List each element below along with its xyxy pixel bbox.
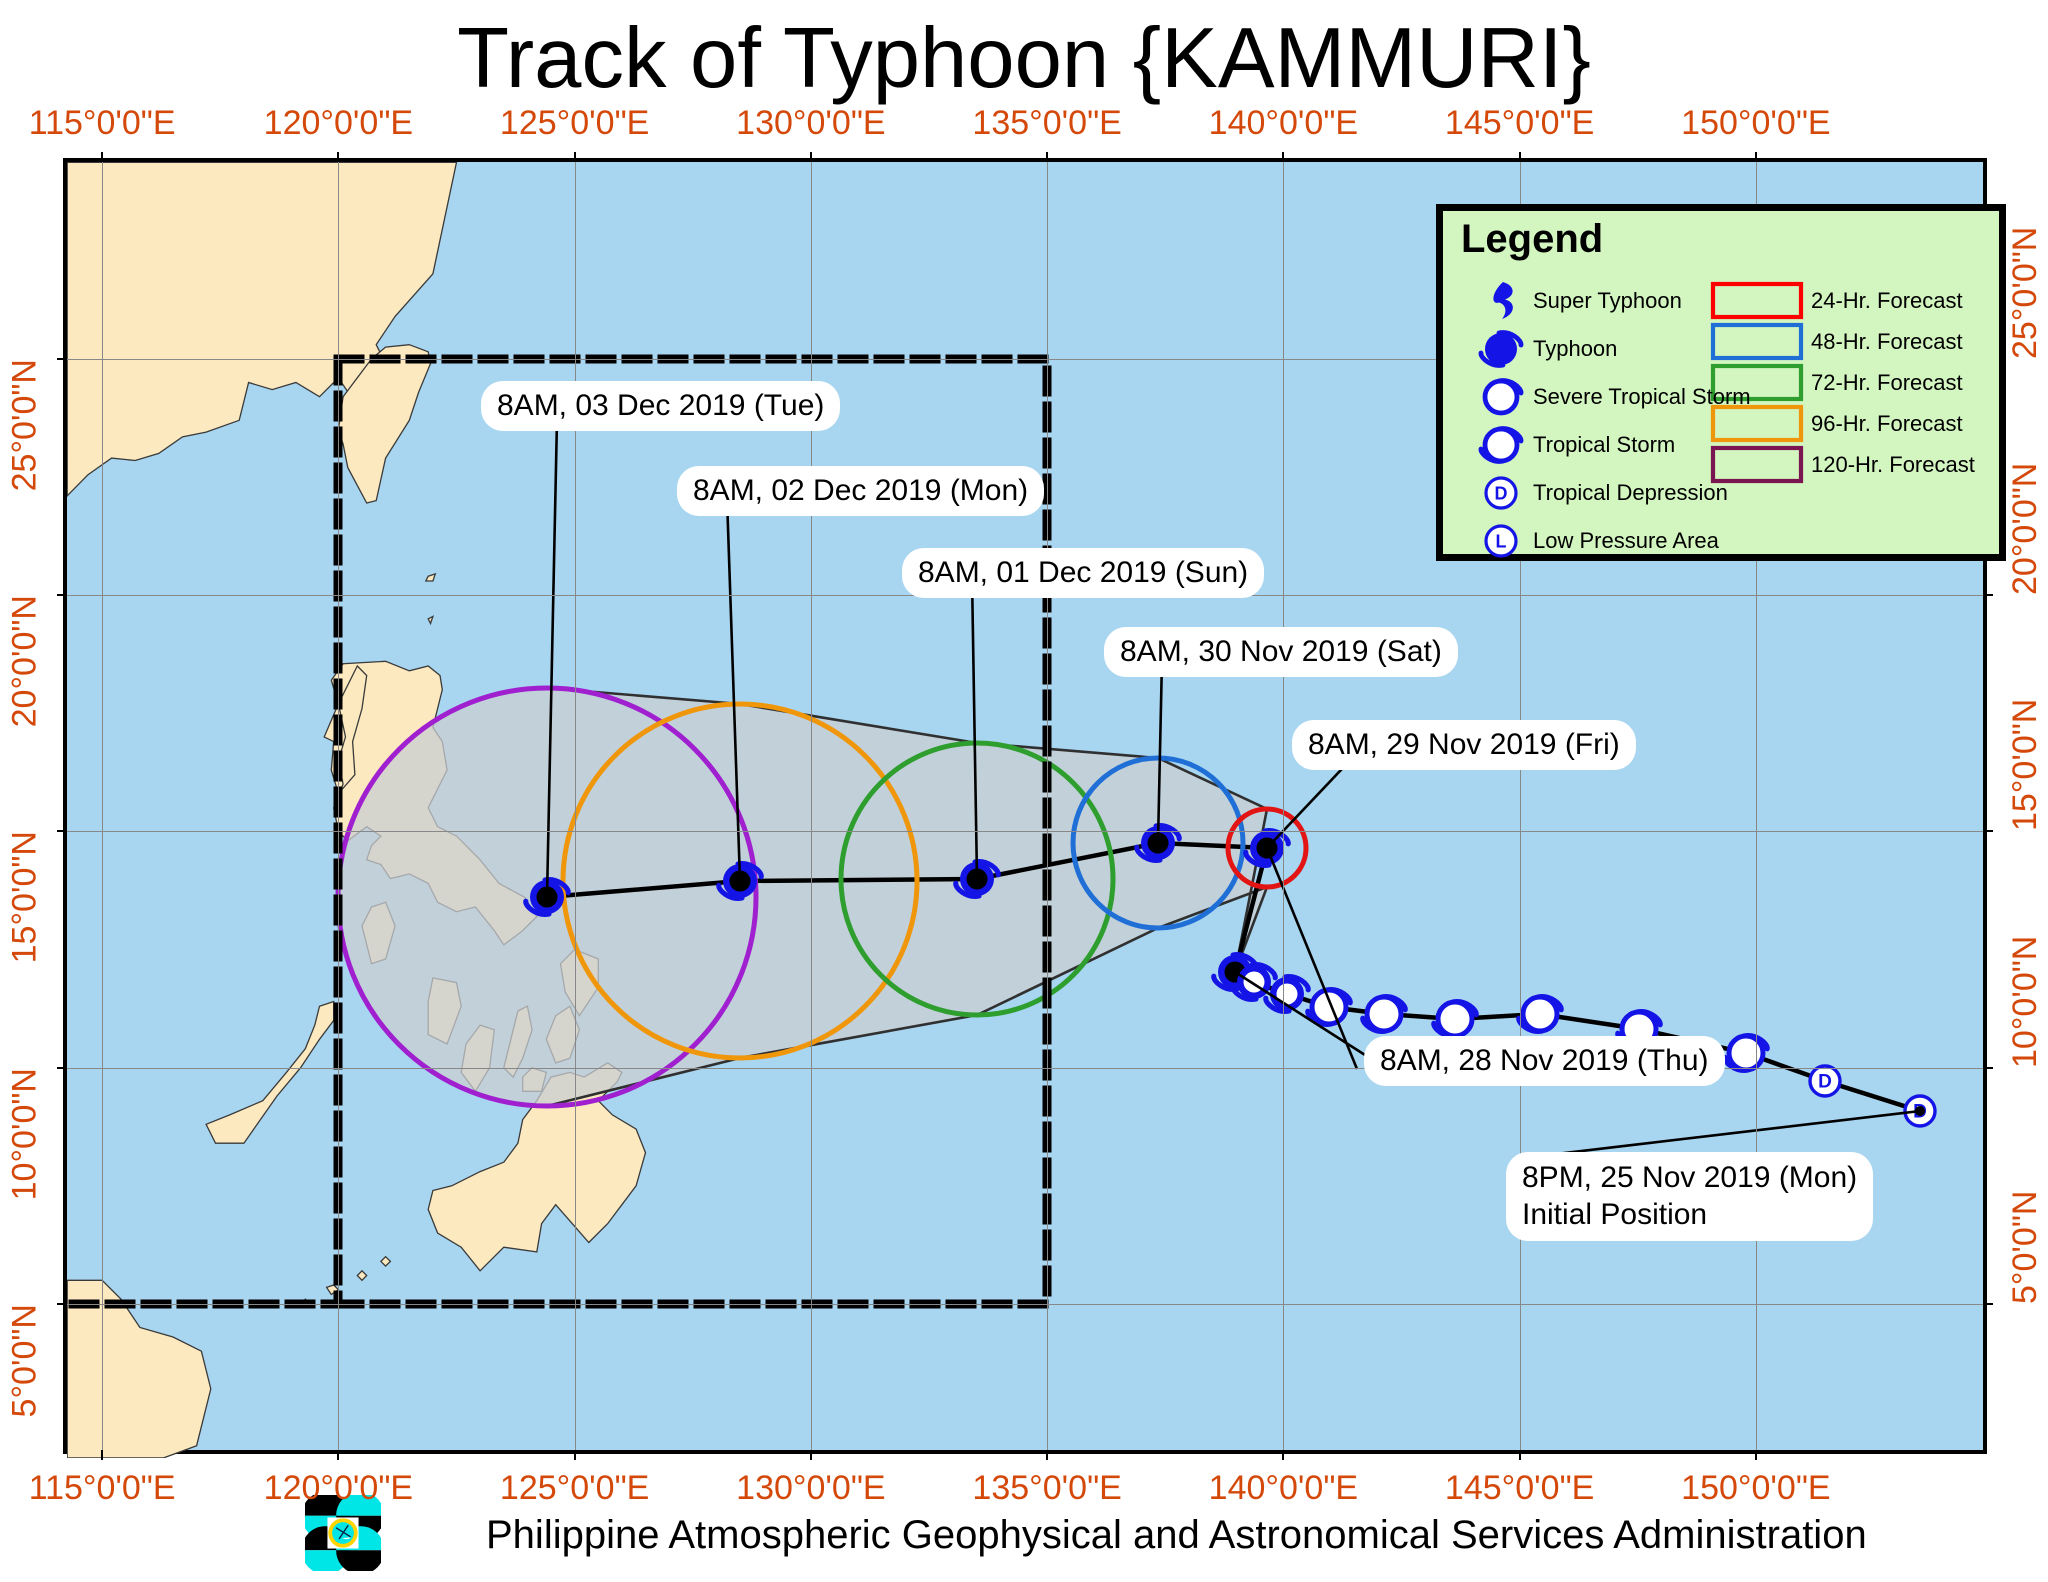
svg-text:D: D bbox=[1495, 484, 1508, 504]
svg-text:L: L bbox=[1496, 532, 1507, 552]
